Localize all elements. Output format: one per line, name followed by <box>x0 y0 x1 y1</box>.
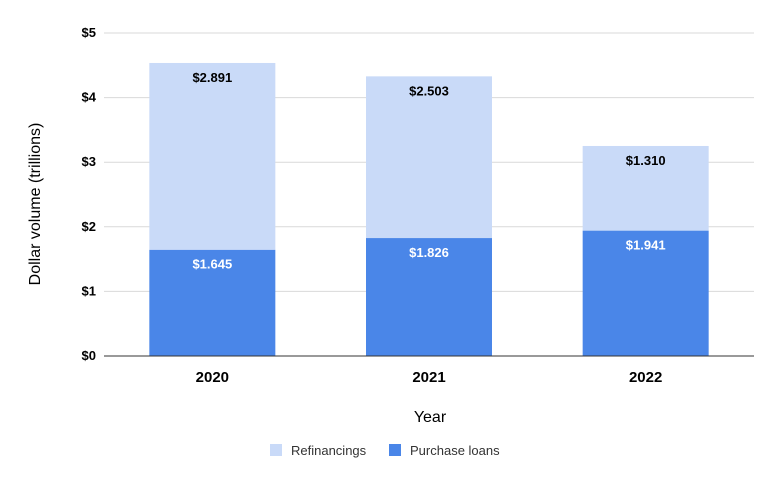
y-axis-title: Dollar volume (trillions) <box>27 123 44 286</box>
y-tick-label: $2 <box>82 219 96 234</box>
data-label: $1.310 <box>626 153 666 168</box>
bar-purchase-loans-2020 <box>149 249 276 356</box>
y-tick-label: $0 <box>82 348 96 363</box>
legend: Refinancings Purchase loans <box>270 443 500 458</box>
legend-label: Purchase loans <box>410 443 500 458</box>
data-label: $2.503 <box>409 83 449 98</box>
y-tick-label: $4 <box>82 90 97 105</box>
bar-refinancings-2022 <box>582 145 709 231</box>
x-tick-label: 2020 <box>196 369 229 386</box>
x-axis-title: Year <box>414 409 447 426</box>
bars <box>149 62 709 356</box>
bar-purchase-loans-2022 <box>582 230 709 356</box>
data-label: $1.826 <box>409 245 449 260</box>
bar-refinancings-2021 <box>366 76 492 239</box>
bar-purchase-loans-2021 <box>366 238 492 356</box>
legend-swatch-refinancings <box>270 444 282 456</box>
data-labels: $1.645 $2.891 $1.826 $2.503 $1.941 $1.310 <box>192 70 665 272</box>
y-tick-label: $1 <box>82 283 96 298</box>
data-label: $1.941 <box>626 238 666 253</box>
y-tick-label: $3 <box>82 154 96 169</box>
legend-label: Refinancings <box>291 443 367 458</box>
legend-swatch-purchase-loans <box>389 444 401 456</box>
x-tick-label: 2021 <box>412 369 445 386</box>
x-tick-label: 2022 <box>629 369 662 386</box>
bar-refinancings-2020 <box>149 62 276 250</box>
axes: $0 $1 $2 $3 $4 $5 2020 2021 2022 <box>82 25 754 386</box>
data-label: $2.891 <box>192 70 232 85</box>
y-tick-label: $5 <box>82 25 96 40</box>
data-label: $1.645 <box>192 257 232 272</box>
